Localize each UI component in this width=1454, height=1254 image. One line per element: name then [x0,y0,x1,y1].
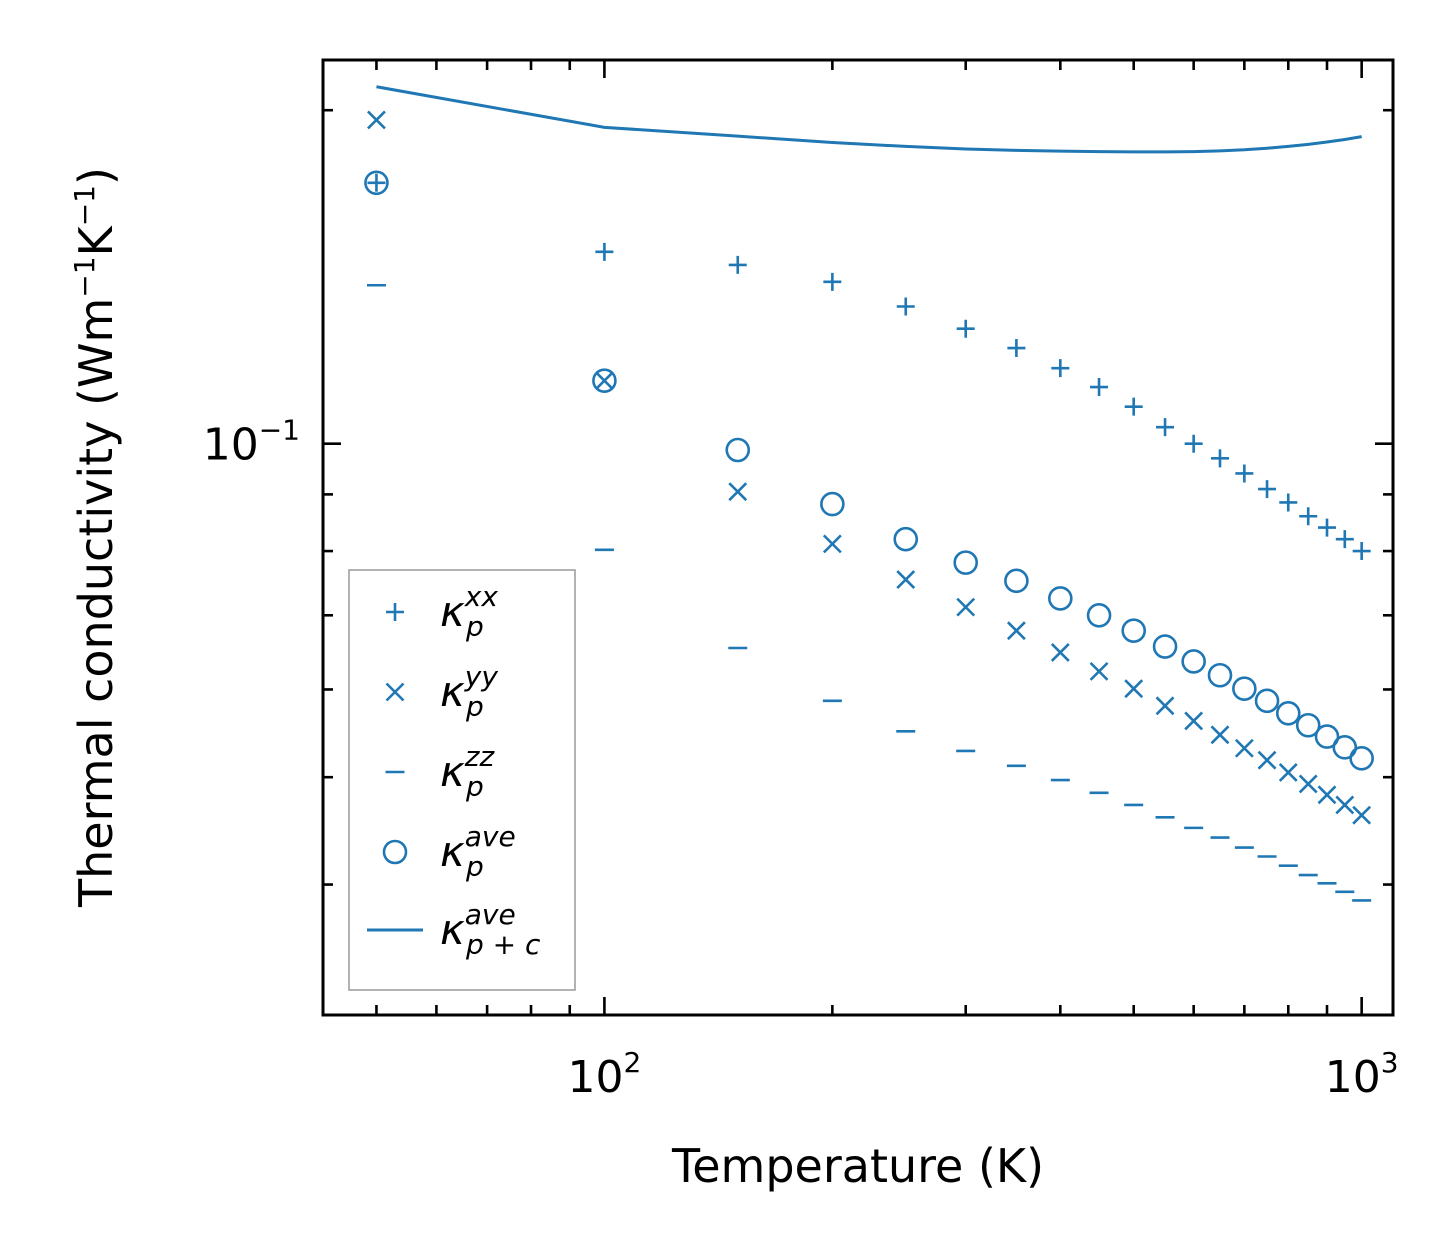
data-point-kave [1004,568,1029,594]
data-point-kyy [822,534,842,554]
data-point-kave [1295,712,1321,738]
legend-box [348,569,576,991]
data-point-kave [1086,603,1112,628]
data-point-kxx [367,173,386,192]
data-point-kxx [1235,464,1254,483]
data-point-kxx [1051,359,1070,378]
plot-frame [321,58,1395,1017]
data-point-kxx [956,319,975,338]
y-tick-label: 10−1 [203,414,300,471]
data-point-kave [893,526,919,552]
data-point-kyy [1155,696,1175,716]
data-point-kxx [1318,518,1337,537]
legend-label-kzz: κzz p [440,740,495,803]
x-tick-label: 102 [567,1046,641,1103]
axis-ticks [323,60,1393,1015]
data-point-kyy [1089,661,1109,681]
data-point-kxx [823,272,842,291]
data-point-kyy [1210,725,1230,745]
data-point-kave [1314,724,1340,749]
data-point-kyy [1352,805,1372,825]
data-point-kxx [1184,434,1203,453]
data-point-kave [725,437,751,463]
data-point-kxx [1335,530,1354,549]
data-point-kxx [1156,418,1175,437]
y-axis-title: Thermal conductivity (Wm−1K−1) [68,167,123,908]
data-point-kave [592,368,617,393]
data-point-kyy [1335,795,1355,815]
series-kzz [366,283,1372,902]
data-point-kave [1048,586,1073,611]
data-point-kyy [728,482,748,502]
data-point-kave [1121,618,1146,643]
data-point-kave [1349,746,1374,771]
legend-label-kxx: κxx p [440,580,498,643]
data-point-kxx [1124,397,1143,416]
legend-label-kpc: κave p + c [440,898,541,961]
series-line-kpc [376,85,1362,154]
data-point-kxx [896,297,915,316]
data-point-kyy [1006,621,1026,641]
data-point-kave [1207,662,1233,688]
data-point-kxx [728,255,747,274]
data-point-kxx [1299,507,1318,526]
data-point-kxx [1090,378,1109,397]
data-point-kyy [1317,785,1337,805]
series-kxx [367,173,1371,561]
data-point-kave [820,491,845,517]
data-point-kave [1275,701,1301,726]
data-point-kxx [1210,449,1229,468]
x-tick-label: 103 [1325,1046,1399,1103]
data-point-kave [1254,688,1280,714]
data-point-kxx [595,242,614,261]
data-point-kyy [1184,711,1204,731]
data-point-kave [1232,676,1257,701]
legend-label-kyy: κyy p [440,660,498,723]
data-point-kyy [367,110,386,130]
tick-labels: 102 103 10−1 [203,414,1399,1103]
legend-marker-kyy [385,682,405,702]
data-point-kxx [1007,339,1026,358]
data-point-kyy [1050,643,1070,662]
legend-marker-kave [382,839,408,865]
data-point-kyy [1257,750,1277,770]
plot-area [364,85,1374,902]
x-axis-title: Temperature (K) [671,1139,1044,1193]
legend-label-kave: κave p [440,820,516,883]
data-point-kxx [1279,493,1298,512]
data-point-kave [1152,634,1178,659]
data-point-kave [1332,735,1358,760]
data-point-kyy [594,371,614,391]
data-point-kyy [956,597,976,617]
data-point-kave [364,170,389,196]
data-point-kxx [1258,480,1277,499]
series-kyy [367,110,1372,825]
data-point-kyy [896,570,916,589]
data-point-kave [953,550,979,575]
legend: κxx p κyy p κzz p κave p κave p + c [348,569,576,991]
data-point-kyy [1298,774,1318,794]
legend-marker-kxx [386,603,404,621]
data-point-kxx [1352,542,1371,561]
data-point-kave [1181,649,1206,674]
data-point-kyy [1234,738,1254,758]
series-kave [364,170,1374,771]
data-point-kyy [1278,762,1298,782]
data-point-kyy [1124,679,1144,699]
